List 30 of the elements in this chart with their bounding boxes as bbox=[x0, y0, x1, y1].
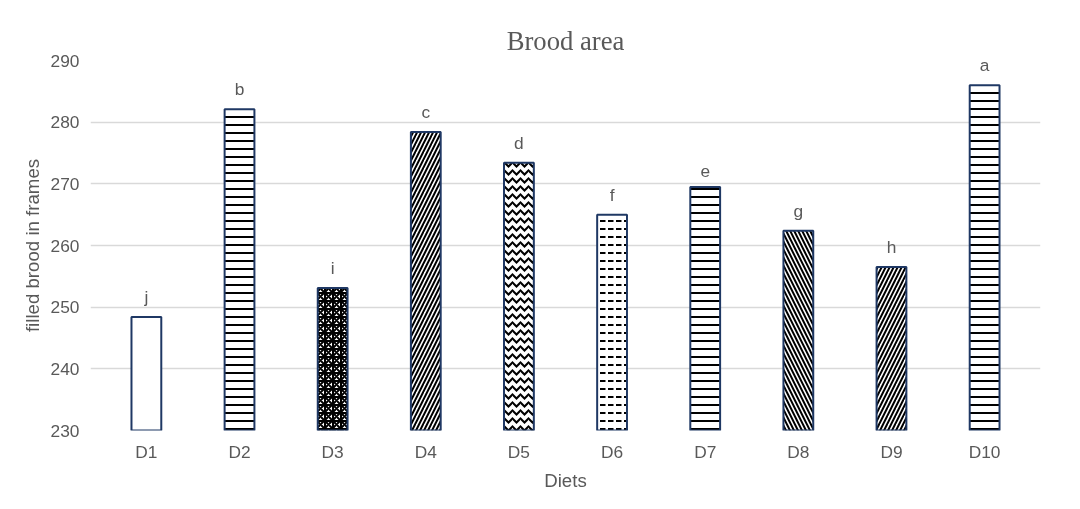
annotation: g bbox=[793, 200, 804, 221]
x-axis-title: Diets bbox=[544, 469, 587, 491]
y-tick-label: 270 bbox=[50, 173, 80, 194]
x-tick-label: D5 bbox=[507, 441, 531, 462]
annotation: f bbox=[609, 184, 615, 205]
chart-title: Brood area bbox=[506, 25, 625, 56]
x-tick-label: D4 bbox=[414, 441, 438, 462]
y-axis-title: filled brood in frames bbox=[21, 158, 43, 333]
x-tick-label: D8 bbox=[787, 441, 810, 462]
annotation: d bbox=[514, 132, 524, 153]
annotation: j bbox=[143, 287, 149, 308]
x-tick-label: D2 bbox=[228, 441, 251, 462]
annotation: i bbox=[330, 258, 335, 279]
x-tick-label: D9 bbox=[880, 441, 903, 462]
x-tick-label: D1 bbox=[135, 441, 158, 462]
y-tick-label: 240 bbox=[50, 358, 80, 379]
x-tick-label: D10 bbox=[968, 441, 1001, 462]
x-tick-label: D3 bbox=[321, 441, 344, 462]
x-tick-label: D6 bbox=[600, 441, 624, 462]
y-tick-label: 230 bbox=[50, 420, 80, 441]
y-tick-label: 260 bbox=[50, 235, 80, 256]
y-tick-label: 280 bbox=[50, 112, 80, 133]
annotation: e bbox=[700, 160, 711, 181]
y-tick-label: 250 bbox=[50, 297, 80, 318]
y-tick-label: 290 bbox=[50, 50, 80, 71]
annotation: b bbox=[234, 79, 245, 100]
annotation: c bbox=[421, 102, 431, 123]
annotation: a bbox=[979, 55, 990, 76]
x-tick-label: D7 bbox=[694, 441, 717, 462]
annotation: h bbox=[886, 237, 897, 258]
